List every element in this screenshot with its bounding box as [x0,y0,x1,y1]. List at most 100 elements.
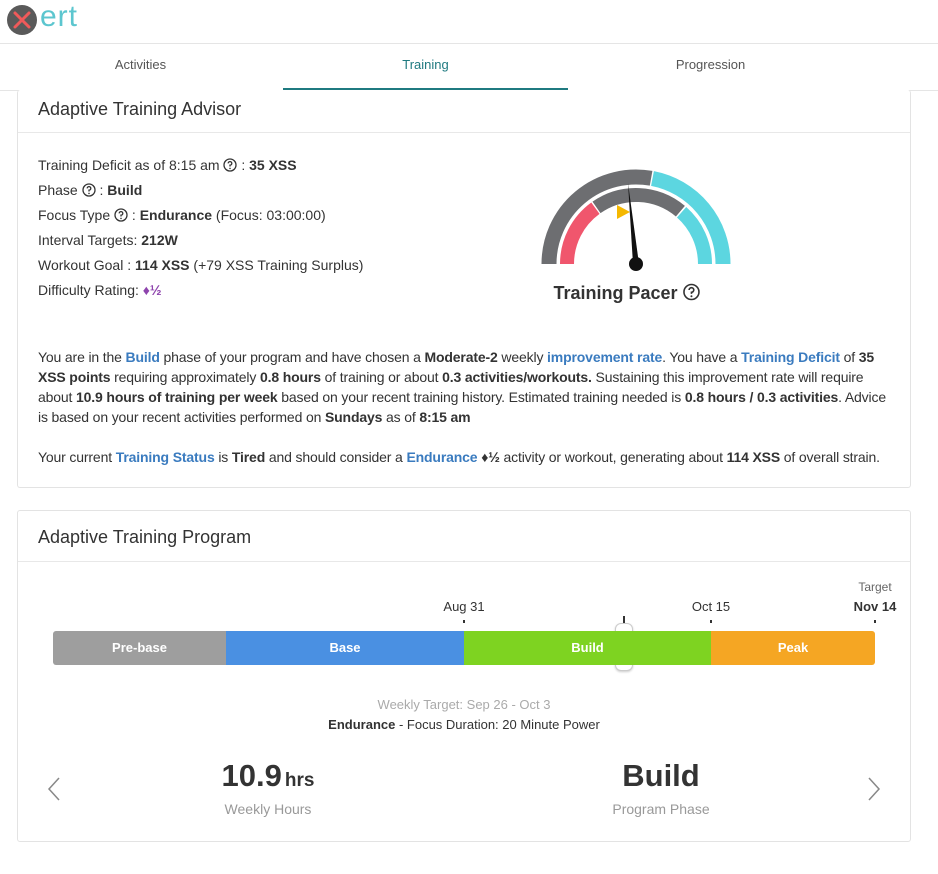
summary-label: Weekly Hours [224,801,312,817]
text-segment: 114 XSS [726,449,781,465]
help-icon[interactable] [223,158,238,172]
text-segment: Endurance [139,207,213,223]
text-segment: 35 XSS [249,157,297,173]
phase-segment: Build [464,631,711,665]
text-segment: - Focus Duration: 20 Minute Power [395,717,600,732]
help-icon[interactable] [114,208,128,222]
date-label: Aug 31 [443,599,485,614]
pacer-gauge [541,169,731,271]
logo-icon [7,5,37,35]
text-segment: Training Deficit as of 8:15 am [38,157,224,173]
summary-value: 10.9 hrs [222,758,315,794]
date-tick [710,620,712,623]
stat-line: Interval Targets: 212W [38,232,178,248]
text-segment: Training Status [115,449,215,465]
card-title: Adaptive Training Program [38,527,252,547]
text-segment: 0.8 hours / 0.3 activities [684,389,839,405]
value: Build [622,758,700,793]
stat-line: Workout Goal : 114 XSS (+79 XSS Training… [38,257,363,273]
summary-value: Build [622,758,700,794]
text-segment: based on your recent training history. E… [277,389,685,405]
text-segment: 8:15 am [419,409,471,425]
text-segment: Sustaining this improvement rate will re… [38,369,864,405]
unit: hrs [284,770,315,791]
focus: Endurance - Focus Duration: 20 Minute Po… [328,717,600,732]
advisor-card: Adaptive Training Advisor [17,90,911,488]
text-segment: Tired [231,449,266,465]
text-segment: . You have a [662,349,742,365]
text-segment: . Advice is based on your recent activit… [38,389,886,425]
card-title: Adaptive Training Advisor [38,99,242,119]
advice-paragraph: Your current Training Status is Tired an… [38,447,890,467]
stat-line: Phase : Build [38,182,142,198]
stat-line: Focus Type : Endurance (Focus: 03:00:00) [38,207,326,223]
logo-text: ert [40,0,79,33]
help-icon[interactable] [81,183,96,197]
text-segment: weekly [497,349,548,365]
text-segment: 212W [141,232,178,248]
text-segment: : [237,157,250,173]
text-segment: ♦½ [481,449,500,465]
text-segment: You are in the [38,349,126,365]
prev-arrow[interactable] [46,776,62,802]
text-segment: Phase [38,182,82,198]
tab[interactable]: Activities [114,57,167,72]
tab[interactable]: Training [283,44,568,90]
date-caption: Target [858,580,892,594]
text-segment: phase of your program and have chosen a [159,349,425,365]
text-segment: of overall strain. [780,449,880,465]
phase-segment: Base [226,631,464,665]
text-segment: requiring approximately [110,369,260,385]
divider [18,561,910,562]
text-segment: Endurance [328,717,396,732]
text-segment: 0.8 hours [259,369,321,385]
text-segment: 35 XSS points [38,349,875,385]
divider [18,132,910,133]
text-segment: Moderate-2 [424,349,498,365]
phase-segment: Peak [711,631,875,665]
pacer-label: Training Pacer [553,283,700,304]
handle-tick [623,616,625,623]
summary-label: Program Phase [612,801,710,817]
tab[interactable]: Progression [675,57,746,72]
text-segment: of training or about [320,369,443,385]
value: 10.9 [221,758,282,793]
pacer-text: Training Pacer [553,283,678,303]
next-arrow[interactable] [866,776,882,802]
program-card: Adaptive Training Program [17,510,911,842]
date-tick [874,620,876,623]
text-segment: : [95,182,108,198]
text-segment: Difficulty Rating: [38,282,143,298]
stat-line: Difficulty Rating: ♦½ [38,282,162,298]
text-segment: 114 XSS [135,257,190,273]
header-border [0,43,938,44]
text-segment: Workout Goal : [38,257,136,273]
text-segment: (+79 XSS Training Surplus) [189,257,364,273]
text-segment: is [214,449,232,465]
text-segment: Build [125,349,160,365]
text-segment: Sundays [324,409,383,425]
text-segment: ♦½ [142,282,162,298]
text-segment: improvement rate [547,349,663,365]
date-label: Oct 15 [691,599,731,614]
text-segment: as of [382,409,420,425]
text-segment: Training Deficit [741,349,840,365]
phase-segment: Pre-base [53,631,226,665]
text-segment: and should consider a [265,449,407,465]
advice-paragraph: You are in the Build phase of your progr… [38,347,890,427]
weekly-target: Weekly Target: Sep 26 - Oct 3 [377,697,551,712]
text-segment: (Focus: 03:00:00) [212,207,326,223]
text-segment: Your current [38,449,116,465]
text-segment: Interval Targets: [38,232,142,248]
text-segment: Build [107,182,143,198]
text-segment: activity or workout, generating about [499,449,727,465]
date-tick [463,620,465,623]
text-segment: 0.3 activities/workouts. [442,369,592,385]
text-segment: Endurance [406,449,478,465]
text-segment: Focus Type [38,207,115,223]
text-segment: : [128,207,140,223]
text-segment: 10.9 hours of training per week [76,389,278,405]
help-icon[interactable] [683,283,701,301]
date-label: Nov 14 [853,599,897,614]
